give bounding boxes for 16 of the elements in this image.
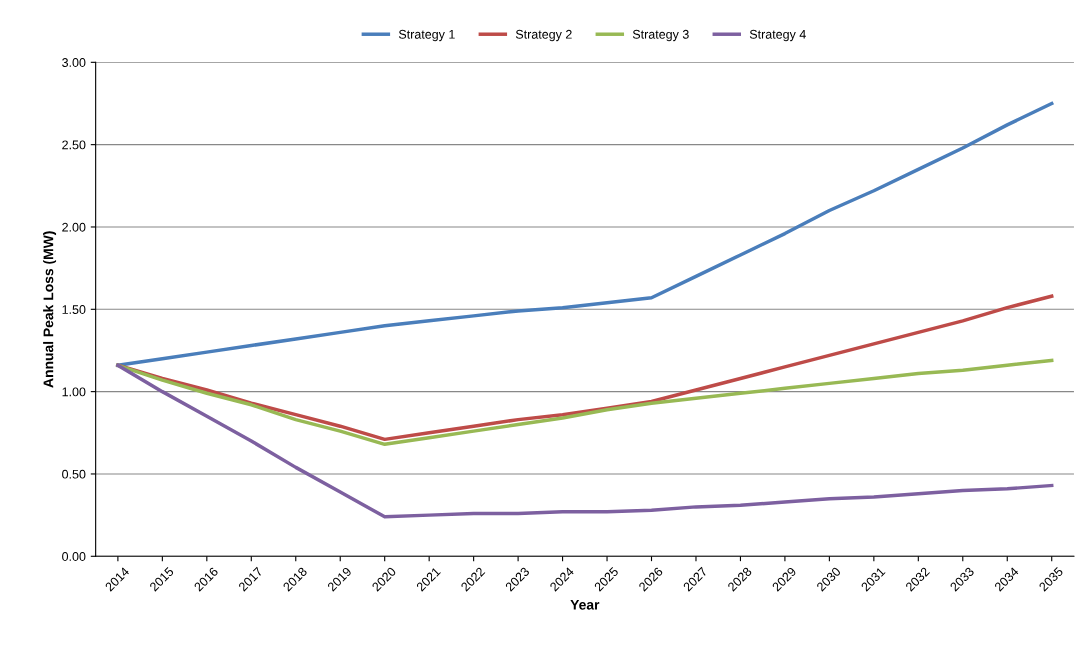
y-tick-label: 1.50 [62,305,86,314]
line-series [116,101,1054,368]
legend-label: Strategy 2 [515,29,572,42]
y-tick-label: 1.00 [62,387,86,397]
line-series [116,358,1054,447]
legend-label: Strategy 3 [632,29,689,42]
line-series [116,363,1054,519]
legend-label: Strategy 4 [749,29,806,42]
y-tick-label: 3.00 [62,58,86,67]
x-axis-title: Year [570,599,600,610]
y-tick-label: 0.00 [62,552,86,561]
legend-label: Strategy 1 [398,29,455,42]
y-tick-label: 0.50 [62,469,86,479]
y-tick-label: 2.00 [62,222,86,232]
y-axis-title: Annual Peak Loss (MW) [43,231,57,388]
y-tick-label: 2.50 [62,140,86,150]
